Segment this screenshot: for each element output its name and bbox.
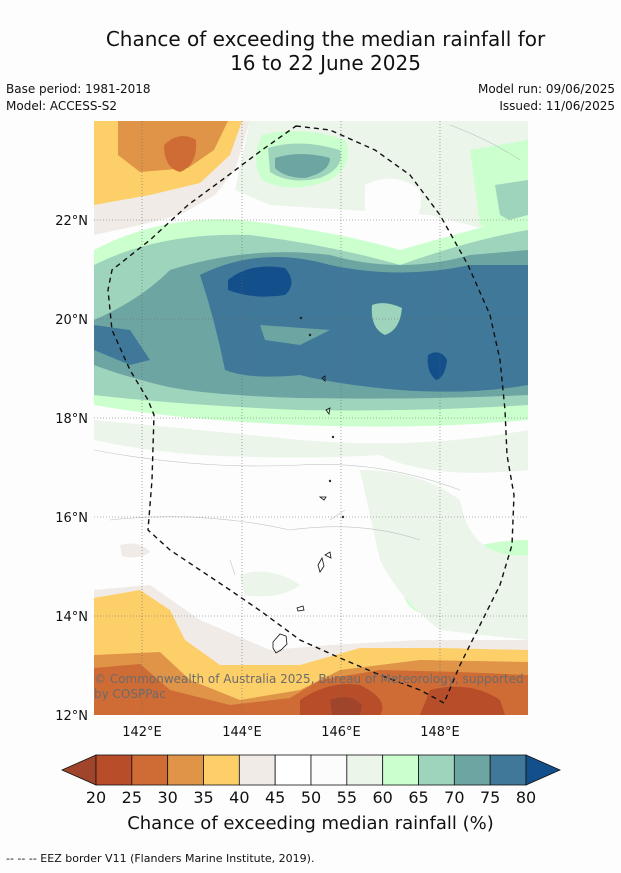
copyright-text: © Commonwealth of Australia 2025, Bureau… xyxy=(94,672,524,701)
colorbar-tick-label: 40 xyxy=(229,788,249,807)
region-white-patch-n xyxy=(365,178,421,241)
issued-date: Issued: 11/06/2025 xyxy=(499,99,615,113)
region-25-30-nw xyxy=(164,136,197,172)
model-name: Model: ACCESS-S2 xyxy=(6,99,118,113)
colorbar-tick-label: 60 xyxy=(372,788,392,807)
colorbar-segment xyxy=(203,754,240,786)
title-line-2: 16 to 22 June 2025 xyxy=(230,51,421,75)
colorbar-tick-label: 75 xyxy=(480,788,500,807)
region-40-45-pocket xyxy=(120,543,150,558)
colorbar-tick-label: 80 xyxy=(516,788,536,807)
colorbar-tick-label: 20 xyxy=(86,788,106,807)
eez-border xyxy=(107,125,515,704)
region-55-60-sw xyxy=(240,571,300,597)
lon-label: 148°E xyxy=(420,725,460,740)
region-80-plus-n xyxy=(228,266,292,297)
lat-label: 16°N xyxy=(55,511,88,526)
colorbar-segment xyxy=(95,754,133,786)
region-75-80-west xyxy=(94,325,150,365)
colorbar-tick-label: 70 xyxy=(444,788,464,807)
colorbar-tick-label: 35 xyxy=(193,788,213,807)
region-below-20-s xyxy=(330,696,362,715)
colorbar-extend-high xyxy=(525,754,561,786)
region-55-60-se xyxy=(360,470,528,640)
base-period: Base period: 1981-2018 xyxy=(6,82,151,96)
region-80-plus-e xyxy=(427,352,447,380)
rainfall-map xyxy=(94,121,528,715)
colorbar-tick-label: 30 xyxy=(157,788,177,807)
colorbar-segment xyxy=(418,754,455,786)
islands xyxy=(272,316,345,654)
lat-label: 14°N xyxy=(55,610,88,625)
colorbar-extend-low xyxy=(61,754,97,786)
lon-label: 146°E xyxy=(321,725,361,740)
colorbar-tick-label: 45 xyxy=(265,788,285,807)
colorbar-tick-label: 55 xyxy=(337,788,357,807)
colorbar-tick-label: 65 xyxy=(408,788,428,807)
colorbar-segment xyxy=(238,754,276,786)
colorbar-segment xyxy=(346,754,384,786)
grid-lines xyxy=(94,121,528,715)
lat-label: 22°N xyxy=(55,214,88,229)
region-25-30-s xyxy=(94,664,528,715)
lon-label: 144°E xyxy=(222,725,262,740)
colorbar-segment xyxy=(453,754,491,786)
colorbar-tick-label: 50 xyxy=(301,788,321,807)
colorbar-segment xyxy=(131,754,169,786)
model-run: Model run: 09/06/2025 xyxy=(477,82,615,96)
region-55-60-mid xyxy=(94,420,528,473)
colorbar-tick-label: 25 xyxy=(122,788,142,807)
footer-note: -- -- -- EEZ border V11 (Flanders Marine… xyxy=(6,852,315,865)
lon-label: 142°E xyxy=(122,725,162,740)
title-line-1: Chance of exceeding the median rainfall … xyxy=(105,27,546,51)
lat-label: 20°N xyxy=(55,313,88,328)
region-65-70-pocket xyxy=(371,303,402,335)
lat-label: 12°N xyxy=(55,709,88,724)
colorbar-label: Chance of exceeding median rainfall (%) xyxy=(127,813,494,834)
region-70-75-pocket xyxy=(260,325,330,345)
colorbar: 20 25 30 35 40 45 50 55 60 65 70 75 80 xyxy=(61,754,561,807)
colorbar-segment xyxy=(382,754,419,786)
map-title: Chance of exceeding the median rainfall … xyxy=(0,27,621,75)
colorbar-segment xyxy=(489,754,527,786)
meta-right: Model run: 09/06/2025 Issued: 11/06/2025 xyxy=(478,81,615,115)
region-20-25-s2 xyxy=(420,686,505,715)
colorbar-segment xyxy=(310,754,348,786)
meta-left: Base period: 1981-2018 Model: ACCESS-S2 xyxy=(6,81,151,115)
colorbar-segment xyxy=(274,754,312,786)
region-70-75-n xyxy=(275,154,330,178)
axis-labels: 142°E 144°E 146°E 148°E 12°N 14°N 16°N 1… xyxy=(55,214,460,740)
lat-label: 18°N xyxy=(55,412,88,427)
colorbar-segment xyxy=(167,754,204,786)
